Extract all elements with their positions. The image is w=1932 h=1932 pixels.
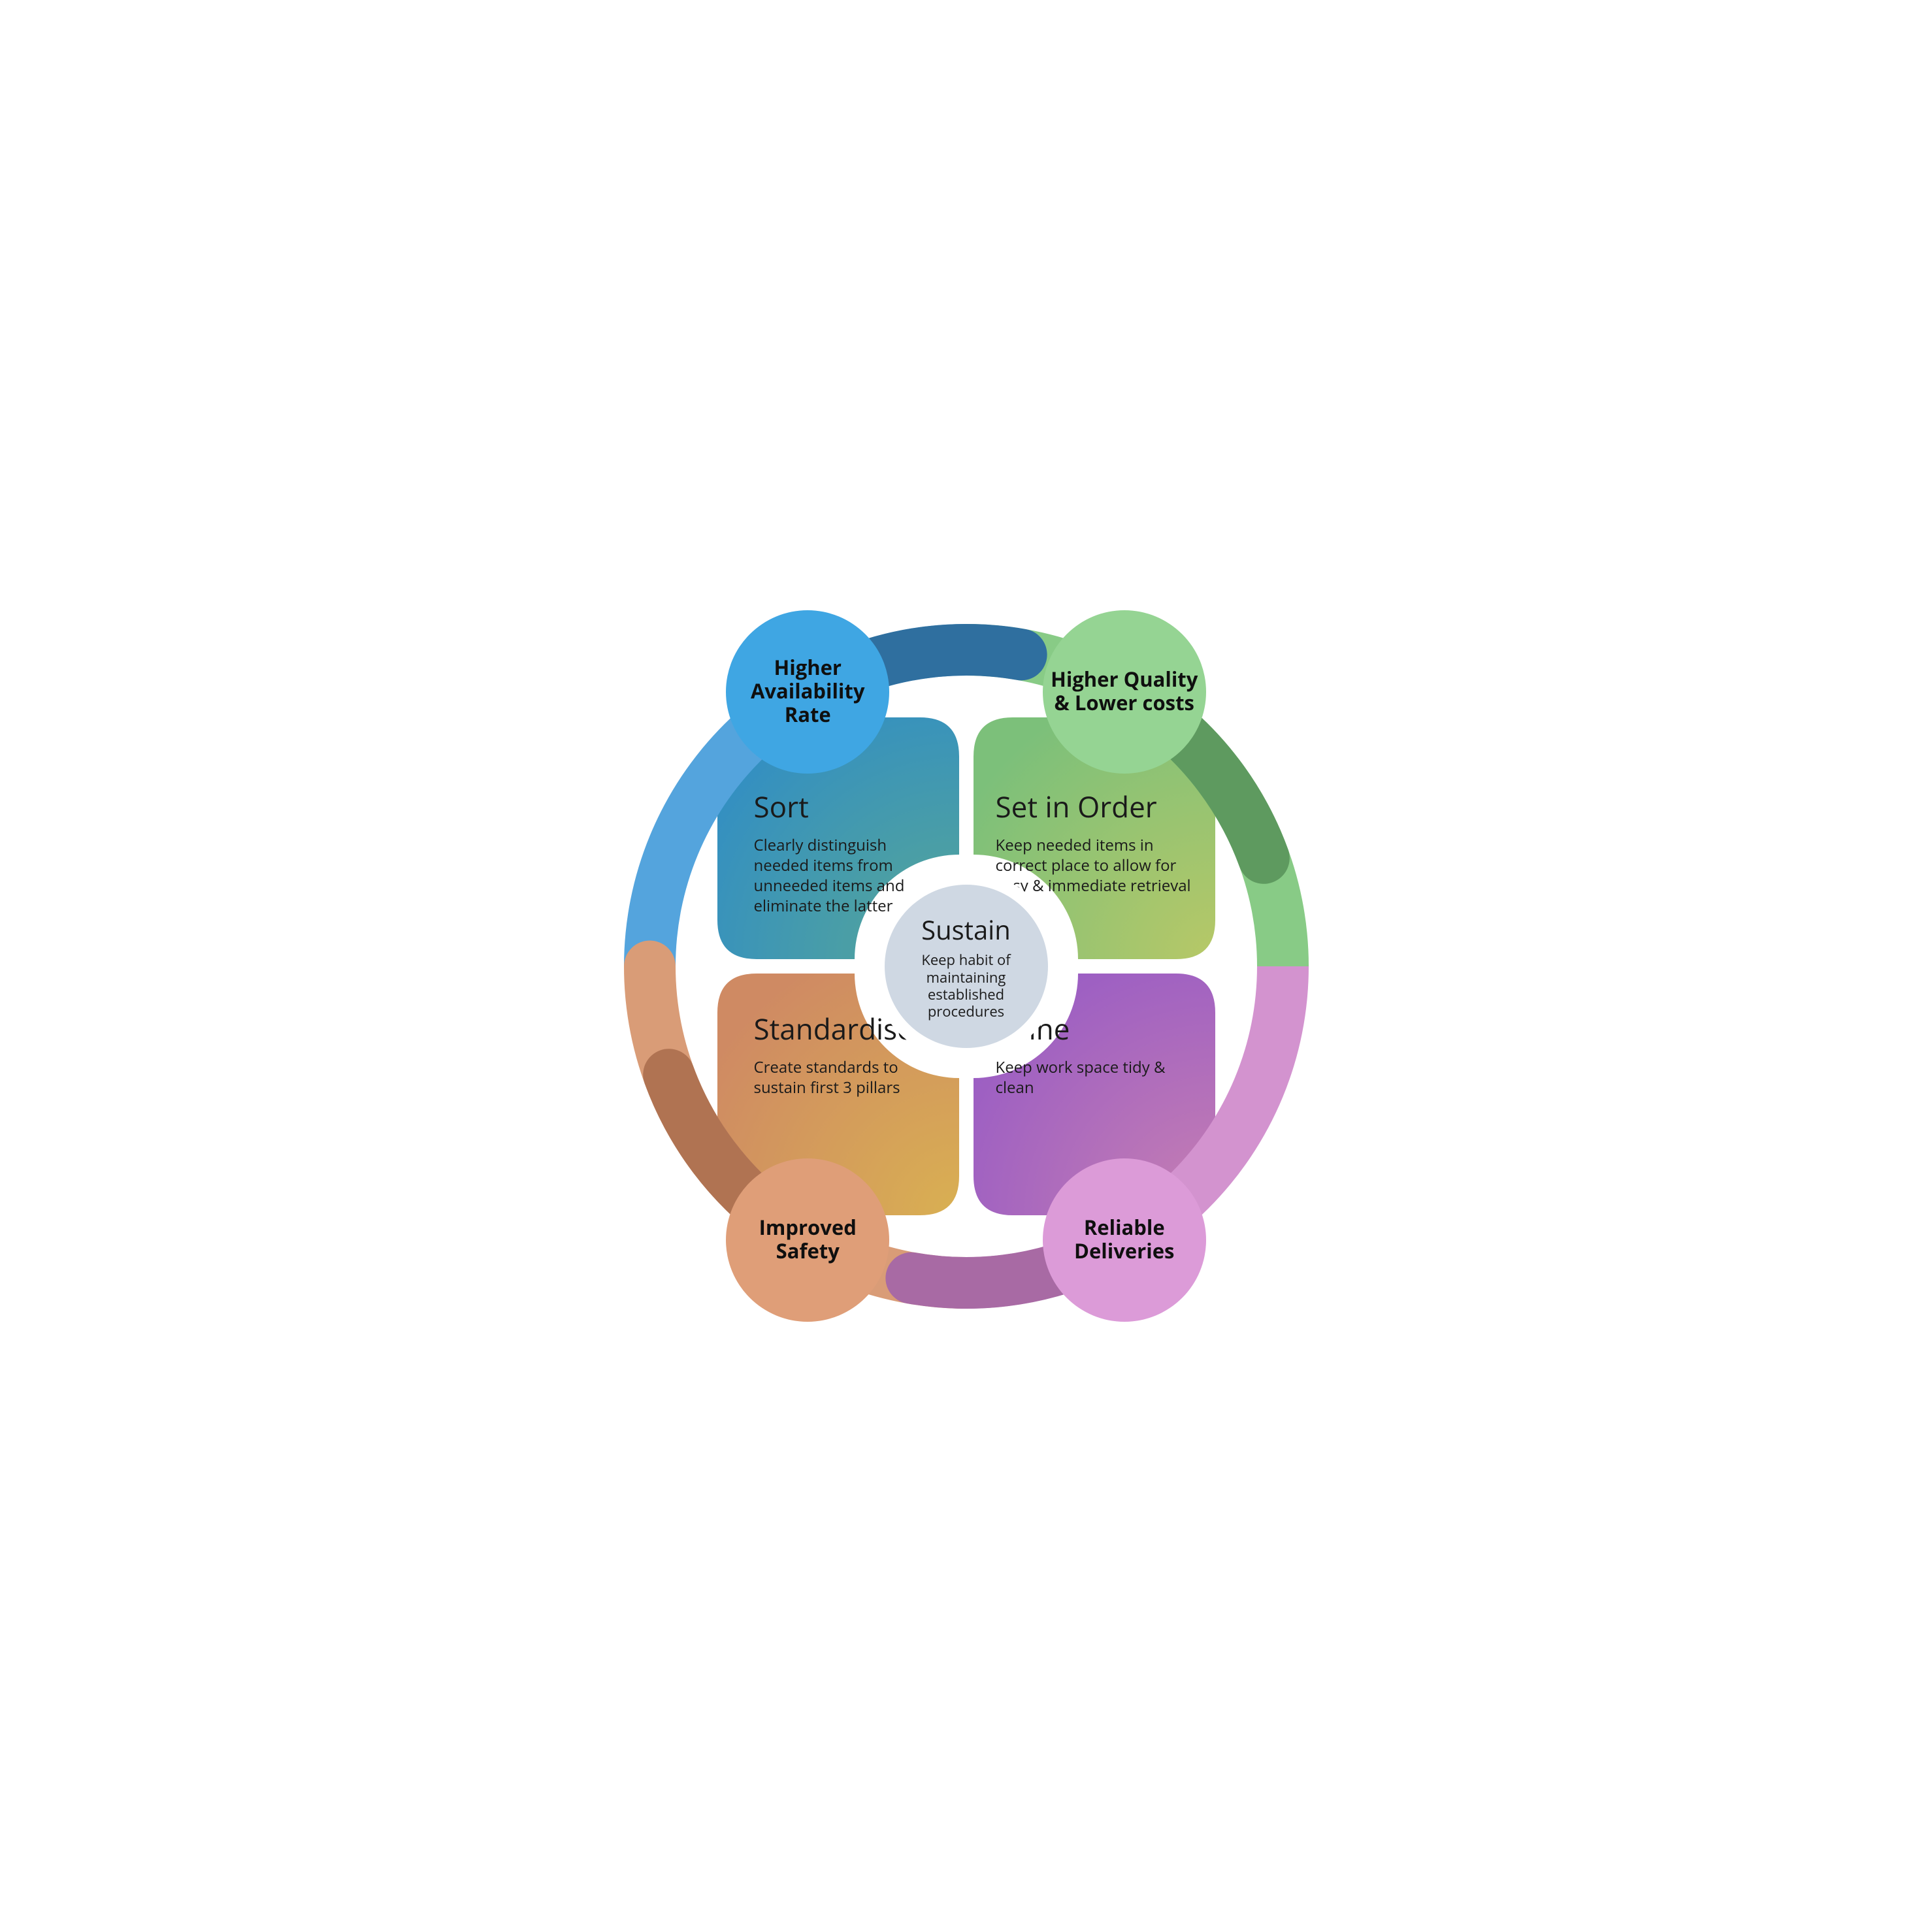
badge-availability-label: Higher Availability Rate [726, 657, 889, 727]
badge-safety: Improved Safety [726, 1158, 889, 1322]
sort-title: Sort [754, 787, 930, 826]
five-s-diagram: Higher Availability Rate Higher Quality … [614, 614, 1319, 1319]
shine-desc: Keep work space tidy & clean [996, 1057, 1179, 1098]
set-title: Set in Order [996, 787, 1198, 826]
set-desc: Keep needed items in correct place to al… [996, 835, 1198, 896]
badge-quality-label: Higher Quality & Lower costs [1043, 668, 1206, 715]
set-block: Set in Order Keep needed items in correc… [996, 787, 1198, 896]
standardise-desc: Create standards to sustain first 3 pill… [754, 1057, 937, 1098]
center-circle: Sustain Keep habit of maintaining establ… [872, 872, 1061, 1061]
center-inner: Sustain Keep habit of maintaining establ… [885, 885, 1048, 1048]
sustain-title: Sustain [921, 911, 1011, 947]
sustain-desc: Keep habit of maintaining established pr… [896, 951, 1036, 1021]
badge-availability: Higher Availability Rate [726, 610, 889, 774]
badge-quality: Higher Quality & Lower costs [1043, 610, 1206, 774]
badge-safety-label: Improved Safety [726, 1217, 889, 1263]
badge-deliveries: Reliable Deliveries [1043, 1158, 1206, 1322]
badge-deliveries-label: Reliable Deliveries [1043, 1217, 1206, 1263]
